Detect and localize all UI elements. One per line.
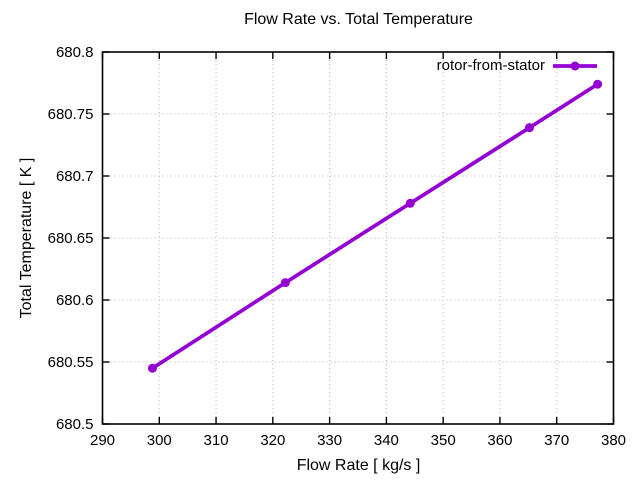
x-tick-label: 360 (487, 432, 512, 449)
legend-entry-label: rotor-from-stator (436, 57, 545, 74)
x-tick-label: 330 (317, 432, 342, 449)
legend: rotor-from-stator (437, 57, 598, 74)
x-tick-label: 340 (374, 432, 399, 449)
y-tick-label: 680.6 (56, 292, 94, 309)
series-point (280, 278, 290, 288)
x-tick-label: 350 (431, 432, 456, 449)
series-point (593, 79, 603, 89)
y-tick-label: 680.8 (56, 44, 94, 61)
series-point (405, 198, 415, 208)
x-tick-label: 290 (90, 432, 115, 449)
chart-title: Flow Rate vs. Total Temperature (244, 11, 473, 28)
x-tick-label: 310 (204, 432, 229, 449)
series-point (524, 123, 534, 133)
y-tick-label: 680.5 (56, 416, 94, 433)
y-tick-label: 680.55 (48, 354, 94, 371)
series-point (147, 363, 157, 373)
x-tick-label: 320 (260, 432, 285, 449)
x-axis-label: Flow Rate [ kg/s ] (296, 457, 421, 474)
x-tick-label: 370 (544, 432, 569, 449)
x-tick-label: 380 (601, 432, 626, 449)
x-tick-label: 300 (147, 432, 172, 449)
y-tick-label: 680.7 (56, 168, 94, 185)
y-tick-label: 680.75 (48, 106, 94, 123)
y-tick-label: 680.65 (48, 230, 94, 247)
y-axis-label: Total Temperature [ K ] (18, 157, 35, 319)
legend-line-marker-icon (553, 61, 597, 70)
plot-border (101, 51, 615, 425)
